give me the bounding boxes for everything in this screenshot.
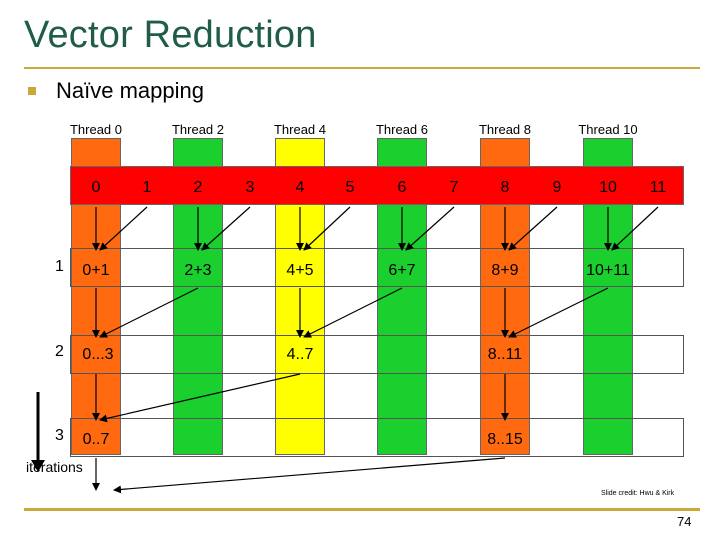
element-index: 7 <box>449 179 459 196</box>
iteration-number: 3 <box>55 427 64 444</box>
footer-divider <box>24 508 700 511</box>
iteration-row <box>70 248 684 287</box>
element-index: 1 <box>142 179 152 196</box>
page-number: 74 <box>677 514 692 529</box>
thread-label: Thread 0 <box>69 122 123 137</box>
slide-title: Vector Reduction <box>24 14 317 56</box>
thread-label: Thread 4 <box>273 122 327 137</box>
element-index: 11 <box>649 179 667 196</box>
bullet-marker <box>28 87 36 95</box>
partial-sum-cell: 4..7 <box>286 346 314 363</box>
arrow <box>99 373 301 423</box>
partial-sum-cell: 6+7 <box>388 262 416 279</box>
element-index: 6 <box>397 179 407 196</box>
element-index: 10 <box>599 179 617 196</box>
partial-sum-cell: 8..15 <box>487 431 523 448</box>
slide-credit: Slide credit: Hwu & Kirk <box>601 490 675 497</box>
thread-label: Thread 6 <box>375 122 429 137</box>
partial-sum-cell: 0...3 <box>82 346 114 363</box>
arrow <box>99 206 148 251</box>
element-index: 5 <box>345 179 355 196</box>
arrow <box>405 206 455 251</box>
partial-sum-cell: 0..7 <box>82 431 110 448</box>
iteration-row <box>70 335 684 374</box>
partial-sum-cell: 10+11 <box>586 262 630 279</box>
partial-sum-cell: 2+3 <box>184 262 212 279</box>
element-index: 3 <box>245 179 255 196</box>
arrow <box>201 206 251 251</box>
partial-sum-cell: 4+5 <box>286 262 314 279</box>
input-vector-strip <box>70 166 684 205</box>
iteration-number: 2 <box>55 343 64 360</box>
iterations-axis-arrowhead <box>31 460 45 472</box>
arrow <box>303 287 403 338</box>
arrow <box>611 206 659 251</box>
bullet-text: Naïve mapping <box>56 78 204 103</box>
element-index: 8 <box>500 179 510 196</box>
thread-label: Thread 2 <box>171 122 225 137</box>
arrow <box>113 457 506 494</box>
iteration-row <box>70 418 684 457</box>
iterations-label: iterations <box>26 459 83 475</box>
partial-sum-cell: 0+1 <box>82 262 110 279</box>
partial-sum-cell: 8+9 <box>491 262 519 279</box>
iteration-number: 1 <box>55 258 64 275</box>
element-index: 2 <box>193 179 203 196</box>
arrow <box>99 287 199 338</box>
thread-label: Thread 8 <box>478 122 532 137</box>
arrow <box>303 206 351 251</box>
title-divider <box>24 67 700 69</box>
element-index: 0 <box>91 179 101 196</box>
element-index: 4 <box>295 179 305 196</box>
partial-sum-cell: 8..11 <box>487 346 523 363</box>
element-index: 9 <box>552 179 562 196</box>
arrow <box>508 206 558 251</box>
arrow <box>508 287 609 338</box>
thread-label: Thread 10 <box>578 122 638 137</box>
